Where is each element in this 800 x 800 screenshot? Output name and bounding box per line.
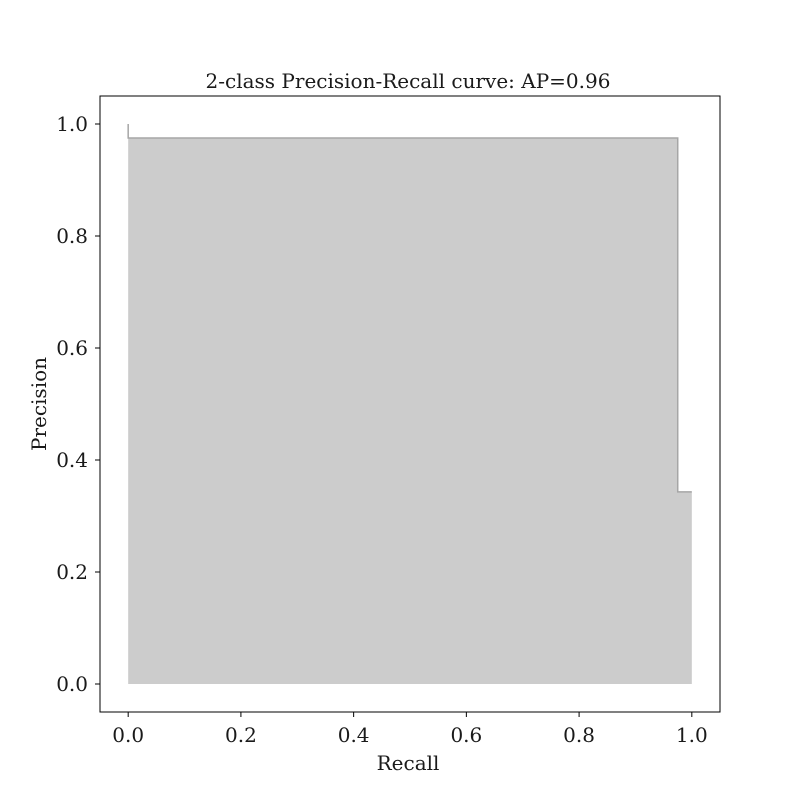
- pr-area-fill: [128, 124, 692, 684]
- y-tick-label: 0.4: [56, 448, 88, 472]
- x-axis-title: Recall: [377, 751, 440, 775]
- y-tick-label: 1.0: [56, 112, 88, 136]
- x-tick-label: 0.8: [563, 723, 595, 747]
- y-tick-label: 0.2: [56, 560, 88, 584]
- x-axis: 0.0 0.2 0.4 0.6 0.8 1.0: [112, 712, 708, 747]
- axes-frame: [99, 95, 721, 713]
- y-tick-label: 0.6: [56, 336, 88, 360]
- x-tick-label: 0.2: [225, 723, 257, 747]
- y-axis: 0.0 0.2 0.4 0.6 0.8 1.0: [56, 112, 100, 696]
- y-tick-label: 0.8: [56, 224, 88, 248]
- x-tick-label: 0.0: [112, 723, 144, 747]
- plot-area: [127, 124, 692, 684]
- pr-step-line: [127, 124, 692, 493]
- y-tick-label: 0.0: [56, 672, 88, 696]
- y-axis-title: Precision: [27, 357, 51, 451]
- x-tick-label: 0.6: [450, 723, 482, 747]
- chart-title: 2-class Precision-Recall curve: AP=0.96: [206, 69, 611, 93]
- x-tick-label: 0.4: [338, 723, 370, 747]
- x-tick-label: 1.0: [676, 723, 708, 747]
